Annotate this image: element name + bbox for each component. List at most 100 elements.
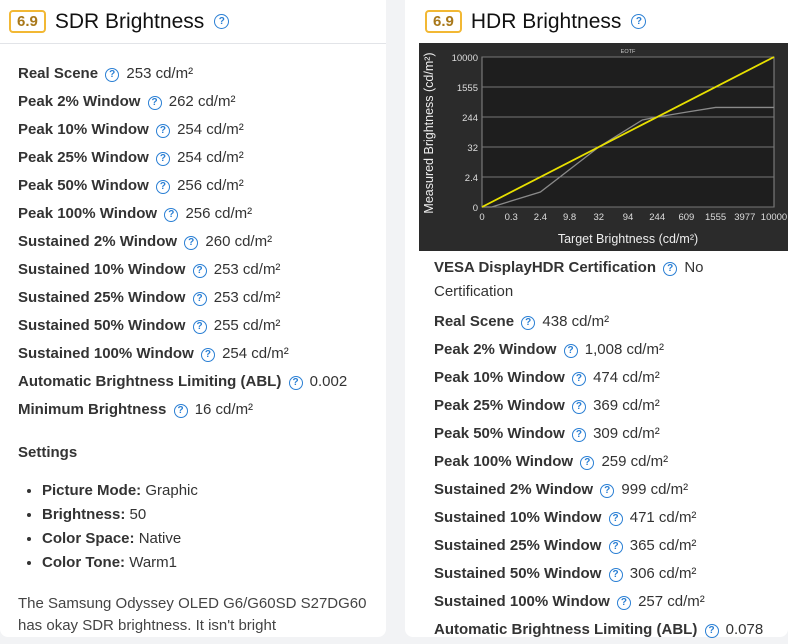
x-tick-label: 32 xyxy=(594,212,605,223)
help-icon[interactable]: ? xyxy=(663,262,678,276)
spec-row: Sustained 2% Window ? 999 cd/m² xyxy=(434,476,784,504)
row-value: 256 cd/m² xyxy=(177,177,244,194)
spec-row: Automatic Brightness Limiting (ABL) ? 0.… xyxy=(18,368,386,396)
help-icon[interactable]: ? xyxy=(704,624,719,638)
help-icon[interactable]: ? xyxy=(563,344,578,358)
row-value: 253 cd/m² xyxy=(213,289,281,306)
row-label: Real Scene xyxy=(434,313,515,330)
y-tick-label: 1555 xyxy=(457,83,478,94)
help-icon[interactable]: ? xyxy=(288,376,303,390)
row-label: Sustained 50% Window xyxy=(18,317,186,334)
row-label: Peak 100% Window xyxy=(18,205,158,222)
row-label: Automatic Brightness Limiting (ABL) xyxy=(434,621,698,638)
setting-value: Native xyxy=(138,530,182,547)
row-value: 999 cd/m² xyxy=(621,481,689,498)
row-value: 255 cd/m² xyxy=(213,317,281,334)
spec-row: Sustained 25% Window ? 253 cd/m² xyxy=(18,284,386,312)
setting-label: Color Tone: xyxy=(42,554,126,571)
chart-title: EOTF xyxy=(621,49,636,55)
help-icon[interactable]: ? xyxy=(580,456,595,470)
help-icon[interactable]: ? xyxy=(184,236,199,250)
spec-row: Sustained 100% Window ? 257 cd/m² xyxy=(434,588,784,616)
setting-value: Warm1 xyxy=(129,554,177,571)
measured-eotf-line xyxy=(482,106,774,208)
row-label: Peak 10% Window xyxy=(18,121,149,138)
row-label: Peak 25% Window xyxy=(18,149,149,166)
x-tick-label: 0 xyxy=(479,212,484,223)
setting-label: Color Space: xyxy=(42,530,135,547)
settings-item: Picture Mode: Graphic xyxy=(42,479,386,503)
sdr-rows: Real Scene ? 253 cd/m² Peak 2% Window ? 2… xyxy=(0,44,386,637)
help-icon[interactable]: ? xyxy=(571,428,586,442)
help-icon[interactable]: ? xyxy=(105,68,120,82)
row-label: Peak 25% Window xyxy=(434,397,565,414)
row-value: 262 cd/m² xyxy=(168,93,236,110)
sdr-header: 6.9 SDR Brightness ? xyxy=(0,0,386,44)
settings-list: Picture Mode: GraphicBrightness: 50Color… xyxy=(18,479,386,575)
row-value: 1,008 cd/m² xyxy=(584,341,664,358)
x-tick-label: 94 xyxy=(623,212,634,223)
row-label: Minimum Brightness xyxy=(18,401,167,418)
vesa-cert-row: VESA DisplayHDR Certification ? No Certi… xyxy=(434,254,784,304)
x-tick-label: 1555 xyxy=(705,212,726,223)
help-icon[interactable]: ? xyxy=(608,512,623,526)
row-value: 0.002 xyxy=(309,373,348,390)
row-value: 254 cd/m² xyxy=(222,345,289,362)
help-icon[interactable]: ? xyxy=(147,96,162,110)
y-tick-label: 244 xyxy=(462,113,478,124)
row-value: 369 cd/m² xyxy=(593,397,660,414)
row-label: Sustained 2% Window xyxy=(18,233,178,250)
help-icon[interactable]: ? xyxy=(608,540,623,554)
x-axis-label: Target Brightness (cd/m²) xyxy=(558,232,698,246)
row-label: VESA DisplayHDR Certification xyxy=(434,259,656,276)
help-icon[interactable]: ? xyxy=(155,180,170,194)
row-value: 257 cd/m² xyxy=(638,593,705,610)
help-icon[interactable]: ? xyxy=(571,372,586,386)
x-tick-label: 0.3 xyxy=(505,212,518,223)
help-icon[interactable]: ? xyxy=(608,568,623,582)
spec-row: Peak 100% Window ? 259 cd/m² xyxy=(434,448,784,476)
help-icon[interactable]: ? xyxy=(192,292,207,306)
x-tick-label: 10000 xyxy=(761,212,787,223)
hdr-header: 6.9 HDR Brightness ? xyxy=(405,0,788,43)
help-icon[interactable]: ? xyxy=(200,348,215,362)
spec-row: Peak 10% Window ? 474 cd/m² xyxy=(434,364,784,392)
spec-row: Sustained 50% Window ? 306 cd/m² xyxy=(434,560,784,588)
row-label: Sustained 2% Window xyxy=(434,481,594,498)
row-value: 254 cd/m² xyxy=(177,121,244,138)
spec-row: Peak 25% Window ? 369 cd/m² xyxy=(434,392,784,420)
row-label: Real Scene xyxy=(18,65,99,82)
row-label: Peak 2% Window xyxy=(434,341,557,358)
spec-row: Peak 50% Window ? 256 cd/m² xyxy=(18,172,386,200)
spec-row: Peak 2% Window ? 262 cd/m² xyxy=(18,88,386,116)
help-icon[interactable]: ? xyxy=(616,596,631,610)
row-value: 16 cd/m² xyxy=(194,401,254,418)
help-icon[interactable]: ? xyxy=(192,264,207,278)
spec-row: Peak 10% Window ? 254 cd/m² xyxy=(18,116,386,144)
help-icon[interactable]: ? xyxy=(192,320,207,334)
settings-item: Color Space: Native xyxy=(42,527,386,551)
spec-row: Sustained 50% Window ? 255 cd/m² xyxy=(18,312,386,340)
help-icon[interactable]: ? xyxy=(600,484,615,498)
row-label: Sustained 50% Window xyxy=(434,565,602,582)
x-tick-label: 9.8 xyxy=(563,212,576,223)
row-label: Peak 10% Window xyxy=(434,369,565,386)
spec-row: Minimum Brightness ? 16 cd/m² xyxy=(18,396,386,424)
help-icon[interactable]: ? xyxy=(571,400,586,414)
help-icon[interactable]: ? xyxy=(164,208,179,222)
help-icon[interactable]: ? xyxy=(631,14,647,29)
row-value: 253 cd/m² xyxy=(126,65,194,82)
spec-row: Peak 25% Window ? 254 cd/m² xyxy=(18,144,386,172)
help-icon[interactable]: ? xyxy=(521,316,536,330)
setting-label: Brightness: xyxy=(42,506,126,523)
x-tick-label: 3977 xyxy=(734,212,755,223)
row-label: Sustained 10% Window xyxy=(434,509,602,526)
row-value: 0.078 xyxy=(725,621,764,638)
help-icon[interactable]: ? xyxy=(214,14,230,29)
help-icon[interactable]: ? xyxy=(173,404,188,418)
hdr-title: HDR Brightness xyxy=(470,9,622,33)
row-label: Sustained 100% Window xyxy=(434,593,610,610)
help-icon[interactable]: ? xyxy=(155,152,170,166)
y-tick-label: 0 xyxy=(473,203,478,214)
help-icon[interactable]: ? xyxy=(155,124,170,138)
